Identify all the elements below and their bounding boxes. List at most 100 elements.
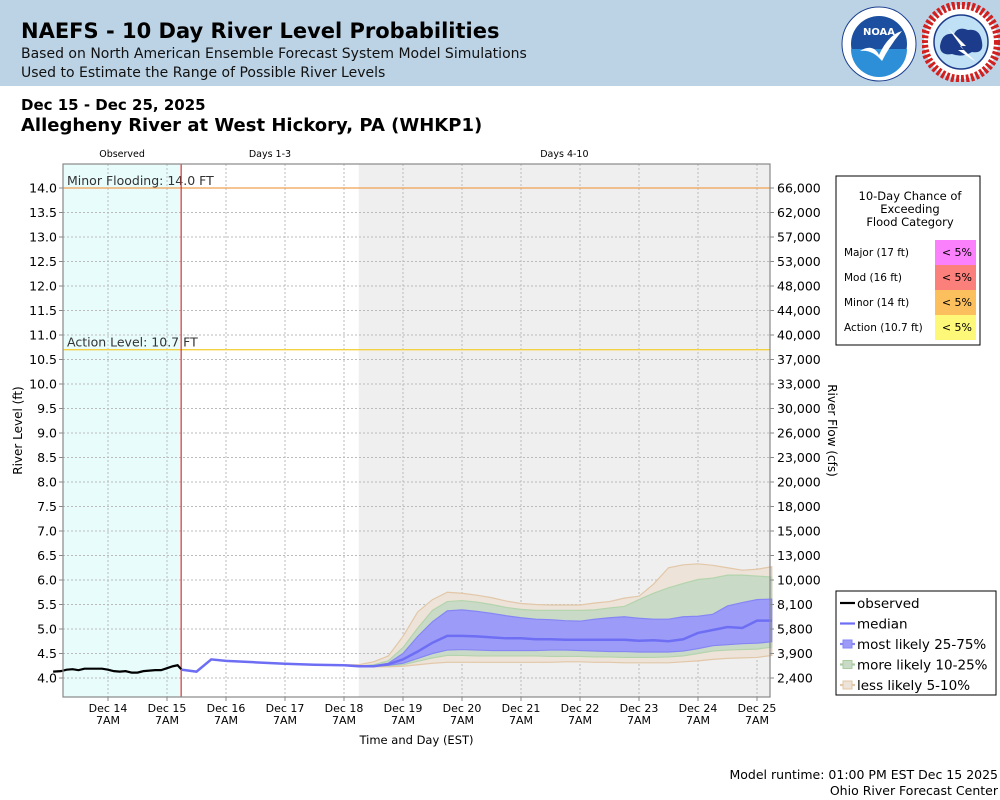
noaa-logo: NOAA	[841, 6, 917, 82]
y2-tick-label: 44,000	[777, 303, 821, 318]
y-tick-label: 7.0	[37, 524, 57, 539]
x-tick-label-time: 7AM	[568, 714, 592, 727]
y2-tick-label: 13,000	[777, 548, 821, 563]
legend-marker-band_5_10	[842, 680, 853, 690]
x-tick-label-day: Dec 25	[738, 702, 777, 715]
flood-table-row-label: Mod (16 ft)	[844, 272, 902, 284]
x-tick-label-day: Dec 14	[89, 702, 128, 715]
x-tick-label-time: 7AM	[686, 714, 710, 727]
model-runtime: Model runtime: 01:00 PM EST Dec 15 2025	[729, 767, 999, 782]
y2-tick-label: 18,000	[777, 499, 821, 514]
y-tick-label: 12.0	[29, 279, 57, 294]
station-name: Allegheny River at West Hickory, PA (WHK…	[21, 115, 483, 136]
y-tick-label: 4.5	[37, 646, 57, 661]
x-tick-label-time: 7AM	[214, 714, 238, 727]
x-tick-label-day: Dec 23	[620, 702, 659, 715]
flood-table-title-1: 10-Day Chance of	[859, 189, 963, 203]
y-tick-label: 8.5	[37, 450, 57, 465]
y-tick-label: 6.5	[37, 548, 57, 563]
y-tick-label: 4.0	[37, 671, 57, 686]
x-tick-label-day: Dec 24	[679, 702, 718, 715]
flood-table-title-3: Flood Category	[866, 215, 954, 229]
x-tick-label-time: 7AM	[745, 714, 769, 727]
y-tick-label: 5.5	[37, 597, 57, 612]
x-tick-label-day: Dec 20	[443, 702, 482, 715]
flood-table-row-value: < 5%	[942, 271, 972, 284]
y2-tick-label: 30,000	[777, 401, 821, 416]
noaa-logo-text: NOAA	[863, 27, 895, 38]
plot-frame	[62, 163, 771, 698]
x-tick-label-time: 7AM	[509, 714, 533, 727]
y2-axis-label: River Flow (cfs)	[825, 384, 839, 477]
period-label-observed: Observed	[99, 149, 145, 160]
y-tick-label: 5.0	[37, 622, 57, 637]
date-range: Dec 15 - Dec 25, 2025	[21, 96, 206, 114]
x-tick-label-day: Dec 15	[148, 702, 187, 715]
threshold-label-minor: Minor Flooding: 14.0 FT	[67, 173, 214, 188]
forecast-center: Ohio River Forecast Center	[829, 783, 998, 798]
legend-label-observed: observed	[857, 596, 920, 612]
flood-table-row-label: Major (17 ft)	[844, 247, 909, 259]
y-tick-label: 8.0	[37, 475, 57, 490]
y2-tick-label: 33,000	[777, 377, 821, 392]
legend-label-band_5_10: less likely 5-10%	[857, 678, 970, 694]
flood-table-swatch	[935, 240, 976, 265]
y-tick-label: 10.5	[29, 352, 57, 367]
flood-table-swatch	[935, 265, 976, 290]
x-tick-label-day: Dec 22	[561, 702, 600, 715]
y-tick-label: 7.5	[37, 499, 57, 514]
period-label-days-4-10: Days 4-10	[540, 149, 588, 160]
y-tick-label: 11.5	[29, 303, 57, 318]
y2-tick-label: 10,000	[777, 573, 821, 588]
y-tick-label: 10.0	[29, 377, 57, 392]
x-tick-label-time: 7AM	[627, 714, 651, 727]
y2-tick-label: 26,000	[777, 426, 821, 441]
flood-table-swatch	[935, 290, 976, 315]
flood-table-row-value: < 5%	[942, 321, 972, 334]
x-tick-label-time: 7AM	[450, 714, 474, 727]
period-label-days-1-3: Days 1-3	[249, 149, 291, 160]
y2-tick-label: 2,400	[777, 671, 813, 686]
x-tick-label-time: 7AM	[273, 714, 297, 727]
y-tick-label: 6.0	[37, 573, 57, 588]
y-tick-label: 9.5	[37, 401, 57, 416]
flood-table-row-label: Minor (14 ft)	[844, 297, 909, 309]
x-tick-label-time: 7AM	[96, 714, 120, 727]
y-tick-label: 12.5	[29, 254, 57, 269]
y-tick-label: 11.0	[29, 328, 57, 343]
flood-table-title-2: Exceeding	[880, 202, 939, 216]
y2-tick-label: 5,800	[777, 622, 813, 637]
y2-tick-label: 37,000	[777, 352, 821, 367]
x-tick-label-day: Dec 18	[325, 702, 364, 715]
observed-line	[53, 664, 182, 674]
x-tick-label-time: 7AM	[155, 714, 179, 727]
legend-marker-band_25_75	[842, 639, 853, 649]
legend-label-median: median	[857, 617, 908, 633]
y2-tick-label: 40,000	[777, 328, 821, 343]
x-tick-label-day: Dec 19	[384, 702, 423, 715]
y2-tick-label: 48,000	[777, 279, 821, 294]
page-title: NAEFS - 10 Day River Level Probabilities	[21, 19, 500, 43]
subtitle-line-1: Based on North American Ensemble Forecas…	[21, 46, 527, 62]
flood-table-row-value: < 5%	[942, 246, 972, 259]
y2-tick-label: 62,000	[777, 205, 821, 220]
y2-tick-label: 23,000	[777, 450, 821, 465]
legend-box	[835, 590, 997, 696]
observed-period-shade	[63, 164, 182, 697]
river-level-chart: Minor Flooding: 14.0 FT Action Level: 10.…	[11, 149, 997, 747]
flood-table-row-label: Action (10.7 ft)	[844, 322, 923, 334]
flood-table-swatch	[935, 315, 976, 340]
subtitle-line-2: Used to Estimate the Range of Possible R…	[21, 65, 386, 81]
y2-tick-label: 8,100	[777, 597, 813, 612]
flood-table-row-value: < 5%	[942, 296, 972, 309]
y-tick-label: 13.0	[29, 230, 57, 245]
y2-tick-label: 66,000	[777, 181, 821, 196]
x-tick-label-day: Dec 17	[266, 702, 305, 715]
legend-label-band_25_75: most likely 25-75%	[857, 637, 986, 653]
y-tick-label: 9.0	[37, 426, 57, 441]
x-tick-label-time: 7AM	[391, 714, 415, 727]
y-tick-label: 13.5	[29, 205, 57, 220]
y2-tick-label: 57,000	[777, 230, 821, 245]
header-banner: NAEFS - 10 Day River Level Probabilities…	[0, 0, 1000, 86]
legend-label-band_10_25: more likely 10-25%	[857, 658, 988, 674]
